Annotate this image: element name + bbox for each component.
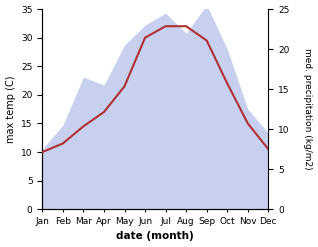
X-axis label: date (month): date (month) [116,231,194,242]
Y-axis label: med. precipitation (kg/m2): med. precipitation (kg/m2) [303,48,313,170]
Y-axis label: max temp (C): max temp (C) [5,75,16,143]
